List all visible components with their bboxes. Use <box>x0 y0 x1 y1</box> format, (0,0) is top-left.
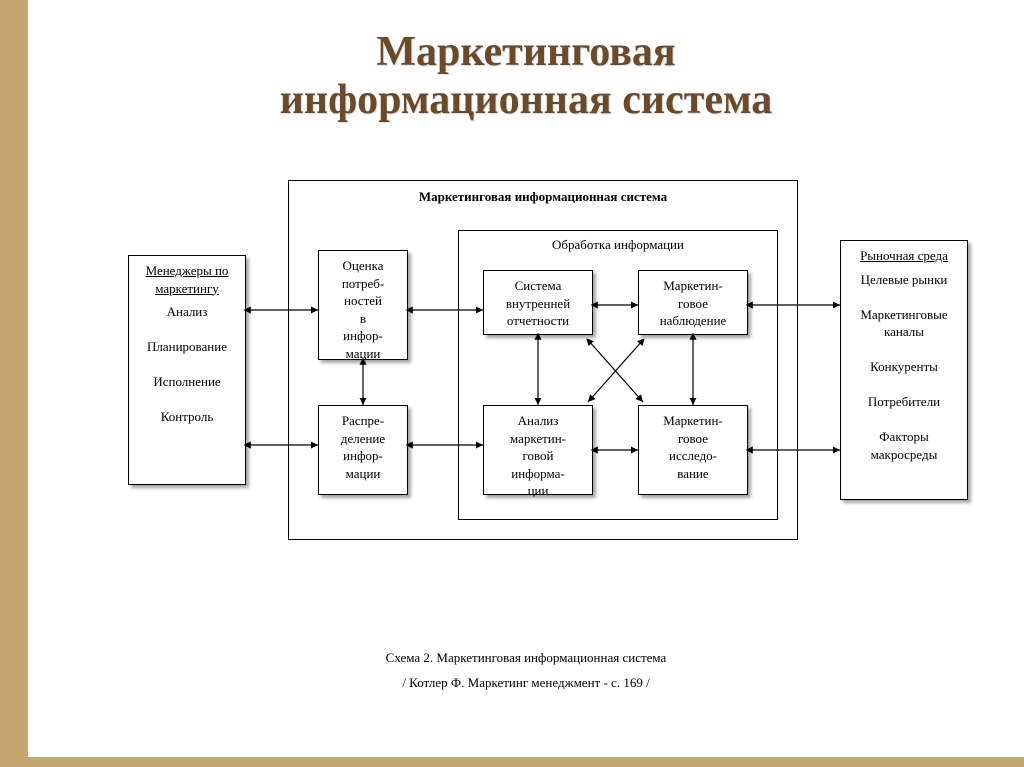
distribution-box: Распре- деление инфор- мации <box>318 405 408 495</box>
market-env-box: Рыночная среда Целевые рынки Маркетингов… <box>840 240 968 500</box>
marketing-research-box: Маркетин- говое исследо- вание <box>638 405 748 495</box>
managers-box: Менеджеры по маркетингу Анализ Планирова… <box>128 255 246 485</box>
managers-items: Анализ Планирование Исполнение Контроль <box>147 304 227 424</box>
title-line-1: Маркетинговая <box>376 29 675 75</box>
page-title: Маркетинговая информационная система <box>28 0 1024 125</box>
diagram: Маркетинговая информационная система Обр… <box>128 180 968 630</box>
mis-frame-label: Маркетинговая информационная система <box>289 189 797 205</box>
market-heading: Рыночная среда <box>845 247 963 265</box>
managers-heading: Менеджеры по маркетингу <box>133 262 241 297</box>
processing-label: Обработка информации <box>459 237 777 253</box>
marketing-observation-box: Маркетин- говое наблюдение <box>638 270 748 335</box>
caption-line-2: / Котлер Ф. Маркетинг менеджмент - с. 16… <box>28 675 1024 691</box>
caption-line-1: Схема 2. Маркетинговая информационная си… <box>28 650 1024 666</box>
eval-needs-box: Оценка потреб- ностей в инфор- мации <box>318 250 408 360</box>
internal-reporting-box: Система внутренней отчетности <box>483 270 593 335</box>
title-line-2: информационная система <box>280 77 773 123</box>
marketing-analysis-box: Анализ маркетин- говой информа- ции <box>483 405 593 495</box>
market-items: Целевые рынки Маркетинговые каналы Конку… <box>860 272 947 462</box>
